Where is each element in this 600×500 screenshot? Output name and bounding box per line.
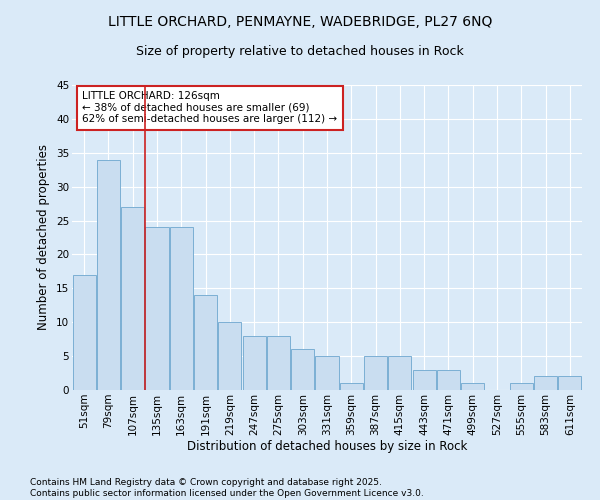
Bar bbox=[145, 228, 169, 390]
Text: Contains HM Land Registry data © Crown copyright and database right 2025.
Contai: Contains HM Land Registry data © Crown c… bbox=[30, 478, 424, 498]
Bar bbox=[242, 336, 266, 390]
Bar bbox=[413, 370, 436, 390]
Bar bbox=[388, 356, 412, 390]
Text: LITTLE ORCHARD: 126sqm
← 38% of detached houses are smaller (69)
62% of semi-det: LITTLE ORCHARD: 126sqm ← 38% of detached… bbox=[82, 91, 337, 124]
Bar bbox=[73, 275, 95, 390]
Bar bbox=[218, 322, 241, 390]
X-axis label: Distribution of detached houses by size in Rock: Distribution of detached houses by size … bbox=[187, 440, 467, 454]
Bar bbox=[510, 383, 533, 390]
Bar bbox=[97, 160, 120, 390]
Bar bbox=[340, 383, 363, 390]
Bar bbox=[194, 295, 217, 390]
Bar bbox=[121, 207, 144, 390]
Bar bbox=[267, 336, 290, 390]
Bar bbox=[316, 356, 338, 390]
Bar bbox=[461, 383, 484, 390]
Bar bbox=[291, 350, 314, 390]
Bar bbox=[534, 376, 557, 390]
Bar bbox=[559, 376, 581, 390]
Text: LITTLE ORCHARD, PENMAYNE, WADEBRIDGE, PL27 6NQ: LITTLE ORCHARD, PENMAYNE, WADEBRIDGE, PL… bbox=[108, 15, 492, 29]
Bar bbox=[170, 228, 193, 390]
Bar bbox=[437, 370, 460, 390]
Bar bbox=[364, 356, 387, 390]
Y-axis label: Number of detached properties: Number of detached properties bbox=[37, 144, 50, 330]
Text: Size of property relative to detached houses in Rock: Size of property relative to detached ho… bbox=[136, 45, 464, 58]
